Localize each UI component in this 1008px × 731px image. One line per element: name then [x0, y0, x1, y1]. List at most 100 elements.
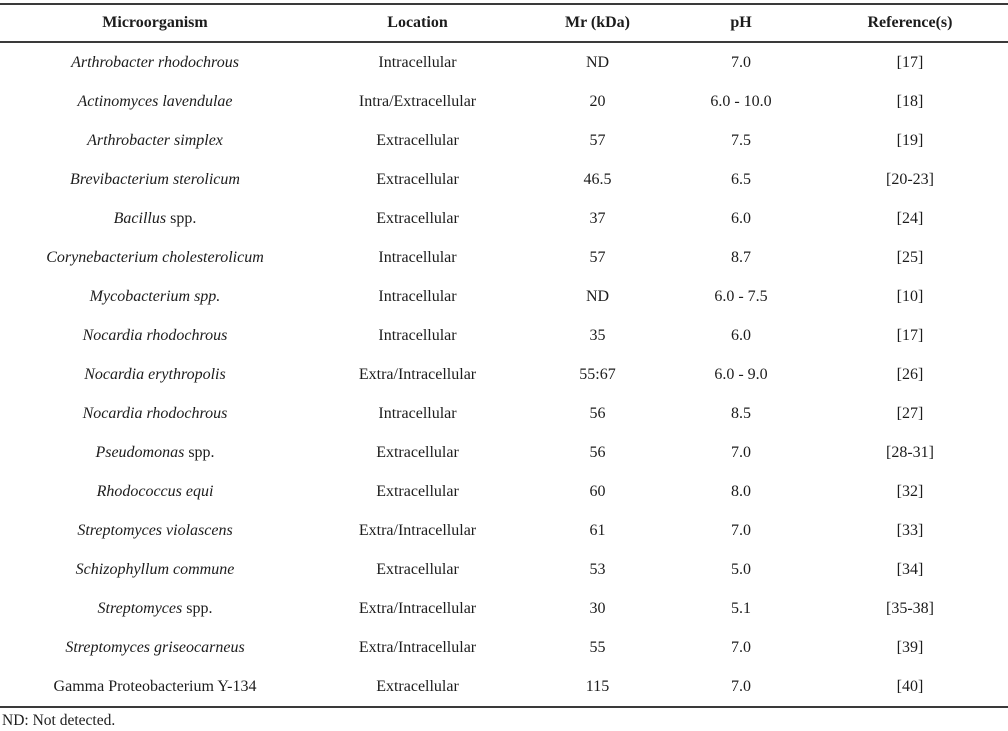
table-row: Actinomyces lavendulae Intra/Extracellul… — [0, 82, 1008, 121]
table-row: Corynebacterium cholesterolicum Intracel… — [0, 238, 1008, 277]
microorganism-name-italic: Brevibacterium sterolicum — [70, 170, 240, 188]
cell-microorganism: Streptomyces violascens — [0, 522, 310, 540]
cell-reference: [35-38] — [886, 599, 934, 617]
cell-mr-kda: 56 — [589, 404, 606, 422]
cell-reference: [18] — [896, 92, 924, 110]
microorganism-name-italic: Bacillus — [113, 209, 167, 227]
cell-mr-kda: 55 — [589, 638, 606, 656]
cell-location: Extra/Intracellular — [358, 521, 477, 539]
column-header-location: Location — [387, 14, 448, 31]
cell-reference: [10] — [896, 287, 924, 305]
table-row: Arthrobacter rhodochrous Intracellular N… — [0, 43, 1008, 82]
cell-microorganism: Arthrobacter rhodochrous — [0, 54, 310, 72]
table-row: Nocardia rhodochrous Intracellular 56 8.… — [0, 394, 1008, 433]
cell-ph: 6.0 — [731, 209, 751, 227]
microorganism-name-italic: Streptomyces griseocarneus — [65, 638, 245, 656]
cell-location: Extra/Intracellular — [358, 365, 477, 383]
cell-location: Extra/Intracellular — [358, 599, 477, 617]
cell-mr-kda: 115 — [585, 677, 610, 695]
table-row: Gamma Proteobacterium Y-134 Extracellula… — [0, 667, 1008, 706]
column-header-mr-kda: Mr (kDa) — [564, 14, 631, 31]
table-body: Arthrobacter rhodochrous Intracellular N… — [0, 43, 1008, 706]
cell-mr-kda: 35 — [589, 326, 606, 344]
cell-ph: 6.0 - 9.0 — [714, 365, 768, 383]
cell-ph: 7.0 — [731, 521, 751, 539]
table-row: Arthrobacter simplex Extracellular 57 7.… — [0, 121, 1008, 160]
table-row: Streptomyces spp. Extra/Intracellular 30… — [0, 589, 1008, 628]
cell-ph: 6.0 - 7.5 — [714, 287, 768, 305]
cell-reference: [26] — [896, 365, 924, 383]
column-header-microorganism: Microorganism — [102, 14, 208, 31]
table-row: Streptomyces griseocarneus Extra/Intrace… — [0, 628, 1008, 667]
cell-microorganism: Brevibacterium sterolicum — [0, 171, 310, 189]
table-bottom-rule — [0, 706, 1008, 708]
cell-mr-kda: ND — [585, 287, 610, 305]
cell-ph: 7.0 — [731, 443, 751, 461]
cell-mr-kda: 56 — [589, 443, 606, 461]
cell-reference: [40] — [896, 677, 924, 695]
cell-mr-kda: 55:67 — [579, 365, 616, 383]
table-row: Rhodococcus equi Extracellular 60 8.0 [3… — [0, 472, 1008, 511]
cell-microorganism: Bacillus spp. — [0, 210, 310, 228]
cell-reference: [33] — [896, 521, 924, 539]
table-row: Bacillus spp. Extracellular 37 6.0 [24] — [0, 199, 1008, 238]
cell-location: Intracellular — [378, 404, 457, 422]
microorganism-name-italic: Arthrobacter simplex — [87, 131, 223, 149]
cell-mr-kda: 46.5 — [583, 170, 612, 188]
cell-ph: 6.0 - 10.0 — [710, 92, 772, 110]
cell-location: Extracellular — [376, 560, 459, 578]
cell-microorganism: Actinomyces lavendulae — [0, 93, 310, 111]
cell-location: Intracellular — [378, 53, 457, 71]
cell-microorganism: Corynebacterium cholesterolicum — [0, 249, 310, 267]
cell-ph: 6.0 — [731, 326, 751, 344]
cell-ph: 8.7 — [731, 248, 751, 266]
cell-mr-kda: 57 — [589, 248, 606, 266]
table-footnote: ND: Not detected. — [2, 712, 116, 729]
microorganism-name-italic: Corynebacterium cholesterolicum — [46, 248, 264, 266]
table-row: Pseudomonas spp. Extracellular 56 7.0 [2… — [0, 433, 1008, 472]
table-row: Nocardia erythropolis Extra/Intracellula… — [0, 355, 1008, 394]
cell-reference: [20-23] — [886, 170, 934, 188]
cell-reference: [32] — [896, 482, 924, 500]
cell-ph: 7.0 — [731, 53, 751, 71]
column-header-ph: pH — [730, 14, 752, 31]
cell-ph: 7.0 — [731, 677, 751, 695]
cell-location: Intracellular — [378, 287, 457, 305]
cell-reference: [17] — [896, 53, 924, 71]
cell-mr-kda: 53 — [589, 560, 606, 578]
table-row: Nocardia rhodochrous Intracellular 35 6.… — [0, 316, 1008, 355]
cell-microorganism: Streptomyces spp. — [0, 600, 310, 618]
cell-ph: 5.0 — [731, 560, 751, 578]
table-header-rule — [0, 41, 1008, 43]
microorganism-name-italic: Nocardia erythropolis — [84, 365, 226, 383]
cell-location: Extracellular — [376, 677, 459, 695]
table-row: Schizophyllum commune Extracellular 53 5… — [0, 550, 1008, 589]
cell-location: Extracellular — [376, 209, 459, 227]
table-row: Streptomyces violascens Extra/Intracellu… — [0, 511, 1008, 550]
cell-mr-kda: ND — [585, 53, 610, 71]
table-top-rule — [0, 3, 1008, 5]
cell-location: Extracellular — [376, 482, 459, 500]
microorganism-name-italic: Rhodococcus equi — [96, 482, 214, 500]
cell-reference: [28-31] — [886, 443, 934, 461]
microorganism-name-italic: Nocardia rhodochrous — [82, 326, 228, 344]
microorganism-name-italic: Mycobacterium spp. — [89, 287, 221, 305]
cell-reference: [27] — [896, 404, 924, 422]
column-header-references: Reference(s) — [867, 14, 953, 31]
table-row: Mycobacterium spp. Intracellular ND 6.0 … — [0, 277, 1008, 316]
cell-location: Intracellular — [378, 248, 457, 266]
cell-mr-kda: 30 — [589, 599, 606, 617]
microorganism-name-italic: Actinomyces lavendulae — [77, 92, 233, 110]
cell-location: Intra/Extracellular — [358, 92, 477, 110]
cell-mr-kda: 61 — [589, 521, 606, 539]
microorganism-name-italic: Streptomyces — [97, 599, 183, 617]
cell-microorganism: Pseudomonas spp. — [0, 444, 310, 462]
microorganism-name-roman: spp. — [184, 443, 215, 461]
cell-reference: [17] — [896, 326, 924, 344]
cell-microorganism: Gamma Proteobacterium Y-134 — [0, 678, 310, 696]
cell-microorganism: Streptomyces griseocarneus — [0, 639, 310, 657]
cell-location: Intracellular — [378, 326, 457, 344]
cell-reference: [39] — [896, 638, 924, 656]
cell-ph: 8.5 — [731, 404, 751, 422]
